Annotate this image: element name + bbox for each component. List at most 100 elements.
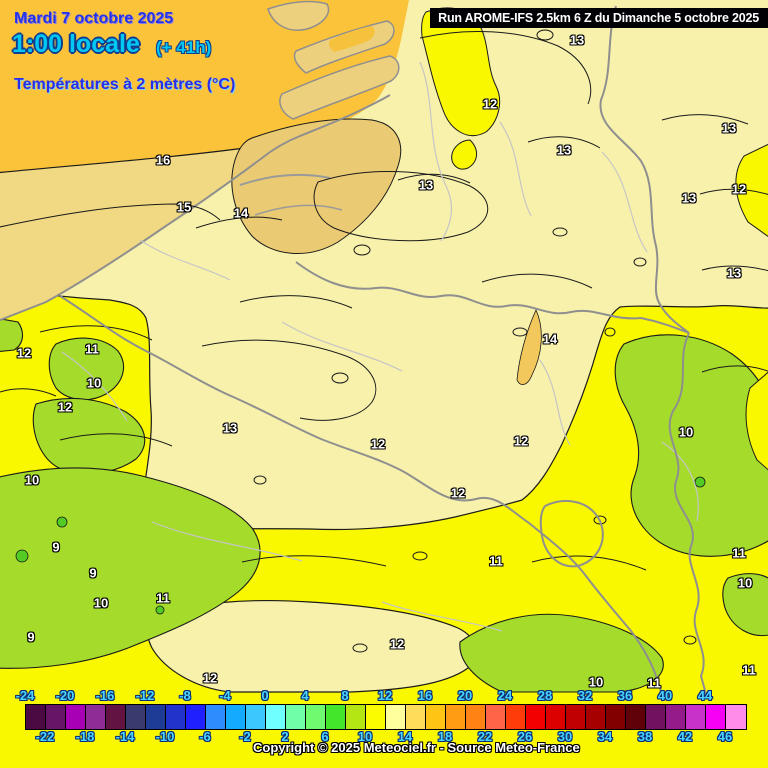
scale-tick-label: 20 [457, 688, 473, 703]
scale-tick-label: -20 [55, 688, 75, 703]
scale-cell [66, 705, 86, 729]
contour-temperature-label: 16 [155, 152, 171, 168]
scale-tick-label: 0 [261, 688, 269, 703]
scale-tick-label: 16 [417, 688, 433, 703]
contour-temperature-label: 12 [450, 485, 466, 501]
scale-cell [466, 705, 486, 729]
scale-cell [46, 705, 66, 729]
scale-tick-label: 30 [557, 729, 573, 744]
contour-temperature-label: 12 [513, 433, 529, 449]
scale-tick-label: 14 [397, 729, 413, 744]
forecast-date: Mardi 7 octobre 2025 [14, 10, 174, 27]
scale-cell [286, 705, 306, 729]
scale-tick-label: 4 [301, 688, 309, 703]
scale-tick-label: -22 [35, 729, 55, 744]
scale-tick-label: 42 [677, 729, 693, 744]
scale-cell [126, 705, 146, 729]
scale-tick-label: -16 [95, 688, 115, 703]
scale-cell [606, 705, 626, 729]
scale-cell [226, 705, 246, 729]
scale-tick-label: 34 [597, 729, 613, 744]
scale-cell [626, 705, 646, 729]
scale-cell [306, 705, 326, 729]
scale-cell [26, 705, 46, 729]
contour-temperature-label: 10 [24, 472, 40, 488]
scale-tick-label: 12 [377, 688, 393, 703]
coastline [0, 94, 391, 322]
scale-cell [166, 705, 186, 729]
contour-temperature-label: 12 [57, 399, 73, 415]
scale-tick-label: 28 [537, 688, 553, 703]
scale-cell [206, 705, 226, 729]
scale-tick-label: 32 [577, 688, 593, 703]
scale-cell [426, 705, 446, 729]
scale-tick-label: -8 [179, 688, 191, 703]
coastal-band [0, 147, 262, 321]
contour-temperature-label: 11 [156, 590, 170, 606]
contour-temperature-label: 14 [233, 205, 249, 221]
forecast-time: 1:00 locale [12, 30, 140, 58]
contour-temperature-label: 13 [726, 265, 742, 281]
contour-temperature-label: 13 [556, 142, 572, 158]
scale-cell [726, 705, 746, 729]
contour-temperature-label: 12 [202, 670, 218, 686]
contour-temperature-label: 13 [418, 177, 434, 193]
contour-temperature-label: 13 [569, 32, 585, 48]
scale-cell [146, 705, 166, 729]
scale-cell [446, 705, 466, 729]
contour-lines [0, 29, 768, 653]
scale-cell [486, 705, 506, 729]
islands [267, 0, 400, 120]
scale-tick-label: -14 [115, 729, 135, 744]
contour-temperature-label: 9 [27, 629, 35, 645]
contour-temperature-label: 10 [588, 674, 604, 690]
scale-cell [586, 705, 606, 729]
yellow-patches-north [421, 7, 768, 471]
contour-temperature-label: 13 [681, 190, 697, 206]
contour-temperature-label: 11 [742, 662, 756, 678]
contour-temperature-label: 11 [489, 553, 503, 569]
scale-cell [706, 705, 726, 729]
forecast-hour-offset: (+ 41h) [156, 38, 212, 57]
scale-cell [366, 705, 386, 729]
contour-temperature-label: 13 [222, 420, 238, 436]
parameter-title: Températures à 2 mètres (°C) [14, 76, 236, 93]
scale-cell [566, 705, 586, 729]
scale-tick-label: 18 [437, 729, 453, 744]
scale-tick-label: -18 [75, 729, 95, 744]
scale-tick-label: 46 [717, 729, 733, 744]
contour-temperature-label: 12 [731, 181, 747, 197]
scale-cell [546, 705, 566, 729]
scale-tick-label: -24 [15, 688, 35, 703]
bright-green-patches [15, 476, 706, 615]
scale-cell [186, 705, 206, 729]
scale-cell [686, 705, 706, 729]
scale-cell [246, 705, 266, 729]
scale-cell [106, 705, 126, 729]
contour-temperature-label: 12 [370, 436, 386, 452]
model-run-info: Run AROME-IFS 2.5km 6 Z du Dimanche 5 oc… [430, 8, 768, 28]
scale-tick-label: 22 [477, 729, 493, 744]
scale-cell [666, 705, 686, 729]
valley-warm-strip [516, 309, 542, 385]
admin-borders [61, 61, 699, 632]
contour-temperature-label: 10 [93, 595, 109, 611]
contour-temperature-label: 11 [732, 545, 746, 561]
contour-temperature-label: 12 [389, 636, 405, 652]
contour-temperature-label: 9 [52, 539, 60, 555]
scale-cell [266, 705, 286, 729]
contour-temperature-label: 11 [647, 675, 661, 691]
scale-tick-label: -2 [239, 729, 251, 744]
contour-temperature-label: 12 [482, 96, 498, 112]
island-warm-patch [329, 26, 375, 52]
contour-temperature-label: 10 [737, 575, 753, 591]
contour-16-line [0, 146, 253, 174]
contour-temperature-label: 12 [16, 345, 32, 361]
scale-cell [326, 705, 346, 729]
color-scale-bar [25, 704, 747, 730]
scale-cell [86, 705, 106, 729]
scale-cell [526, 705, 546, 729]
contour-temperature-label: 13 [721, 120, 737, 136]
